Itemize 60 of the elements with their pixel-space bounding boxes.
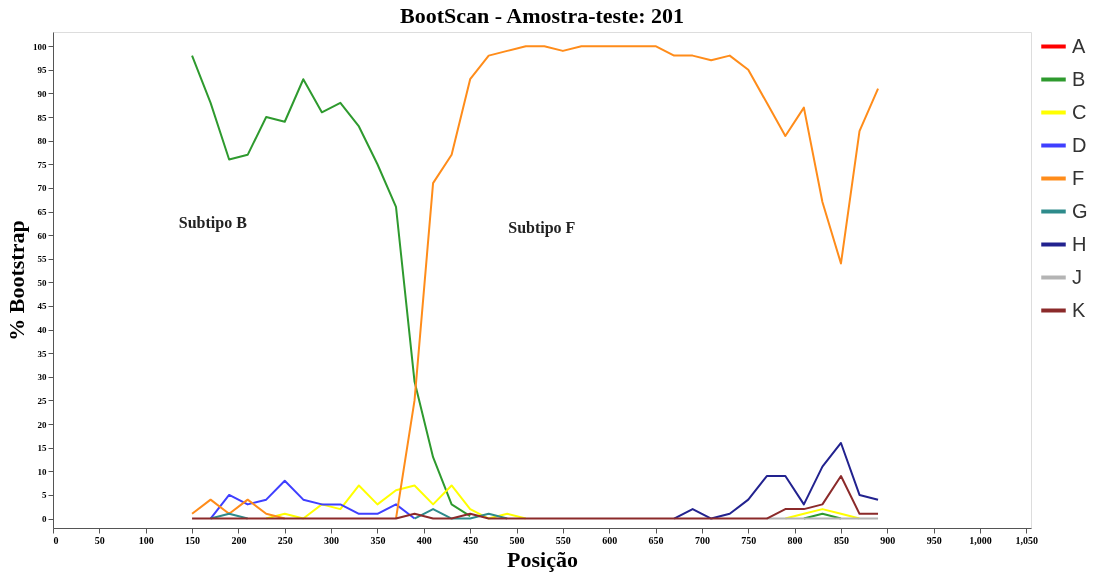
x-tick-label: 50: [94, 534, 105, 546]
y-tick-label: 75: [37, 159, 47, 170]
x-tick-label: 550: [555, 534, 571, 546]
x-tick-label: 400: [416, 534, 432, 546]
x-tick-label: 800: [787, 534, 803, 546]
x-tick-label: 1,050: [1015, 534, 1039, 546]
x-tick-label: 0: [53, 534, 59, 546]
y-tick-label: 0: [42, 514, 47, 525]
legend-label: F: [1072, 166, 1085, 189]
x-tick-label: 200: [231, 534, 247, 546]
line-series: [209, 479, 416, 520]
annotation: Subtipo F: [508, 218, 576, 237]
y-tick-label: 100: [33, 41, 47, 52]
legend-label: G: [1072, 199, 1088, 222]
legend-label: K: [1072, 298, 1086, 321]
x-tick-label: 500: [509, 534, 525, 546]
y-tick-label: 60: [37, 230, 47, 241]
y-tick-label: 10: [37, 466, 47, 477]
y-tick-label: 40: [37, 325, 47, 336]
x-tick-label: 250: [277, 534, 293, 546]
x-tick-label: 750: [741, 534, 757, 546]
y-tick-label: 15: [37, 443, 47, 454]
y-tick-label: 25: [37, 395, 47, 406]
y-tick-label: 90: [37, 88, 47, 99]
y-tick-label: 55: [37, 254, 47, 265]
legend-label: D: [1072, 133, 1087, 156]
x-tick-label: 950: [926, 534, 942, 546]
annotation: Subtipo B: [178, 214, 248, 233]
y-tick-label: 65: [37, 207, 47, 217]
y-tick-label: 80: [37, 136, 47, 147]
y-tick-label: 20: [37, 419, 47, 430]
x-tick-label: 1,000: [969, 534, 992, 546]
x-tick-label: 700: [694, 534, 710, 546]
y-tick-label: 5: [42, 490, 47, 501]
x-axis-title: Posição: [507, 546, 578, 572]
legend-label: B: [1072, 67, 1086, 90]
line-series: [191, 475, 880, 520]
x-tick-label: 850: [833, 534, 849, 546]
y-tick-label: 70: [37, 183, 47, 194]
y-tick-label: 50: [37, 277, 47, 288]
legend-label: C: [1072, 100, 1087, 123]
x-tick-label: 300: [324, 534, 340, 546]
x-tick-label: 650: [648, 534, 664, 546]
x-tick-label: 350: [370, 534, 386, 546]
x-tick-label: 900: [880, 534, 896, 546]
x-tick-label: 600: [602, 534, 618, 546]
x-tick-label: 150: [185, 534, 201, 546]
line-series: [673, 441, 880, 520]
y-axis-title: % Bootstrap: [4, 220, 29, 341]
legend-label: H: [1072, 232, 1087, 255]
y-tick-label: 30: [37, 372, 47, 383]
x-tick-label: 450: [463, 534, 479, 546]
legend-label: A: [1072, 34, 1086, 57]
legend-label: J: [1072, 265, 1082, 288]
y-tick-label: 35: [37, 348, 47, 359]
y-tick-label: 85: [37, 112, 47, 123]
y-tick-label: 95: [37, 65, 47, 76]
x-tick-label: 100: [138, 534, 154, 546]
y-tick-label: 45: [37, 301, 47, 312]
chart-title: BootScan - Amostra-teste: 201: [399, 3, 685, 28]
